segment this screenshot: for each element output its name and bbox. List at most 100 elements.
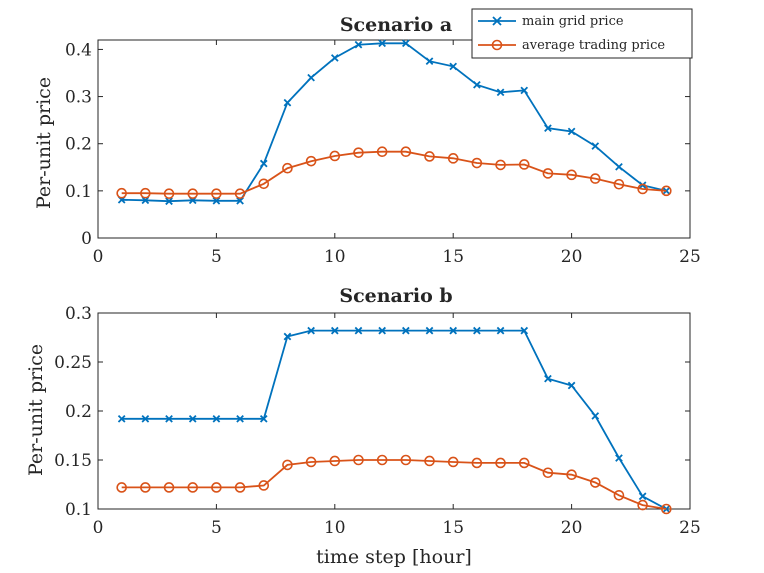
data-point: [211, 188, 222, 199]
series-layer: [116, 326, 672, 515]
legend-label-main-grid: main grid price: [522, 14, 624, 29]
data-point: [307, 73, 315, 82]
data-point: [282, 459, 293, 471]
data-point: [542, 168, 554, 179]
data-point: [449, 326, 458, 335]
data-point: [234, 188, 246, 199]
data-point: [259, 159, 268, 168]
data-point: [638, 492, 647, 501]
x-tick-label: 0: [93, 247, 104, 267]
data-point: [165, 415, 173, 423]
data-point: [307, 326, 315, 335]
plot-area: [97, 39, 691, 239]
x-tick-label: 5: [211, 247, 222, 267]
data-point: [212, 415, 221, 423]
data-point: [447, 456, 459, 468]
data-point: [637, 499, 648, 511]
data-point: [425, 326, 434, 335]
chart-scenario-a: Scenario a Per-unit price 0 5 10 15 20 25 0 0.1…: [33, 8, 701, 267]
plot-area: [97, 312, 691, 510]
x-tick-label: 15: [442, 247, 464, 267]
legend-label-average-trading: average trading price: [522, 38, 665, 53]
data-point: [330, 54, 339, 62]
x-tick-label: 25: [679, 247, 701, 267]
data-point: [473, 326, 481, 335]
data-point: [473, 80, 481, 89]
data-point: [400, 146, 412, 158]
data-point: [236, 196, 244, 205]
data-point: [353, 147, 364, 158]
data-point: [589, 173, 601, 184]
data-point: [567, 381, 576, 390]
data-point: [116, 482, 127, 493]
data-point: [187, 188, 199, 199]
x-tick-label: 0: [93, 518, 104, 538]
data-point: [329, 150, 341, 162]
data-point: [402, 326, 410, 335]
data-point: [566, 469, 577, 481]
data-point: [163, 188, 175, 199]
data-point: [236, 415, 244, 423]
data-point: [615, 162, 623, 171]
data-point: [378, 326, 386, 335]
data-point: [544, 124, 552, 132]
y-tick-label: 0.25: [54, 353, 92, 373]
data-point: [376, 454, 388, 466]
data-point: [662, 187, 671, 195]
data-point: [376, 146, 388, 158]
data-point: [496, 326, 505, 335]
data-point: [258, 480, 270, 491]
chart-title: Scenario b: [339, 285, 452, 307]
data-point: [495, 159, 506, 171]
y-axis-title: Per-unit price: [33, 77, 55, 209]
data-point: [400, 454, 412, 466]
data-point: [140, 187, 151, 199]
data-point: [661, 185, 672, 197]
data-point: [518, 159, 530, 170]
y-tick-label: 0: [81, 229, 92, 249]
data-point: [591, 142, 600, 150]
y-tick-label: 0.2: [65, 402, 92, 422]
data-point: [637, 183, 648, 195]
chart-title: Scenario a: [340, 14, 452, 36]
legend-box: [471, 8, 693, 59]
data-point: [283, 332, 292, 341]
data-point: [212, 196, 221, 205]
y-axis-title: Per-unit price: [25, 344, 47, 476]
data-point: [566, 169, 577, 181]
data-point: [163, 482, 175, 493]
data-point: [283, 98, 292, 107]
chart-scenario-b: Scenario b Per-unit price 0 5 10 15 20 250.10…: [25, 285, 701, 568]
x-tick-label: 10: [324, 247, 346, 267]
data-point: [518, 457, 530, 469]
series-layer: [116, 39, 672, 206]
data-point: [495, 457, 506, 469]
data-point: [378, 39, 386, 48]
y-tick-label: 0.1: [65, 182, 92, 202]
y-tick-label: 0.1: [65, 500, 92, 520]
data-point: [116, 187, 127, 199]
series-line: [121, 150, 667, 195]
x-tick-label: 15: [442, 518, 464, 538]
y-tick-label: 0.4: [65, 40, 92, 60]
data-point: [330, 326, 339, 335]
y-tick-label: 0.3: [65, 304, 92, 324]
data-point: [188, 415, 197, 423]
x-tick-label: 10: [324, 518, 346, 538]
data-point: [234, 482, 246, 493]
data-point: [591, 412, 600, 420]
data-point: [471, 457, 483, 469]
legend: main grid price average trading price: [471, 8, 693, 59]
data-point: [471, 157, 483, 169]
data-point: [661, 503, 672, 515]
data-point: [447, 153, 459, 164]
data-point: [425, 57, 434, 66]
data-point: [542, 467, 554, 479]
y-tick-label: 0.15: [54, 451, 92, 471]
data-point: [424, 455, 435, 467]
legend-marker-o: [491, 39, 503, 51]
data-point: [141, 196, 150, 205]
data-point: [258, 178, 270, 190]
data-point: [402, 39, 410, 48]
